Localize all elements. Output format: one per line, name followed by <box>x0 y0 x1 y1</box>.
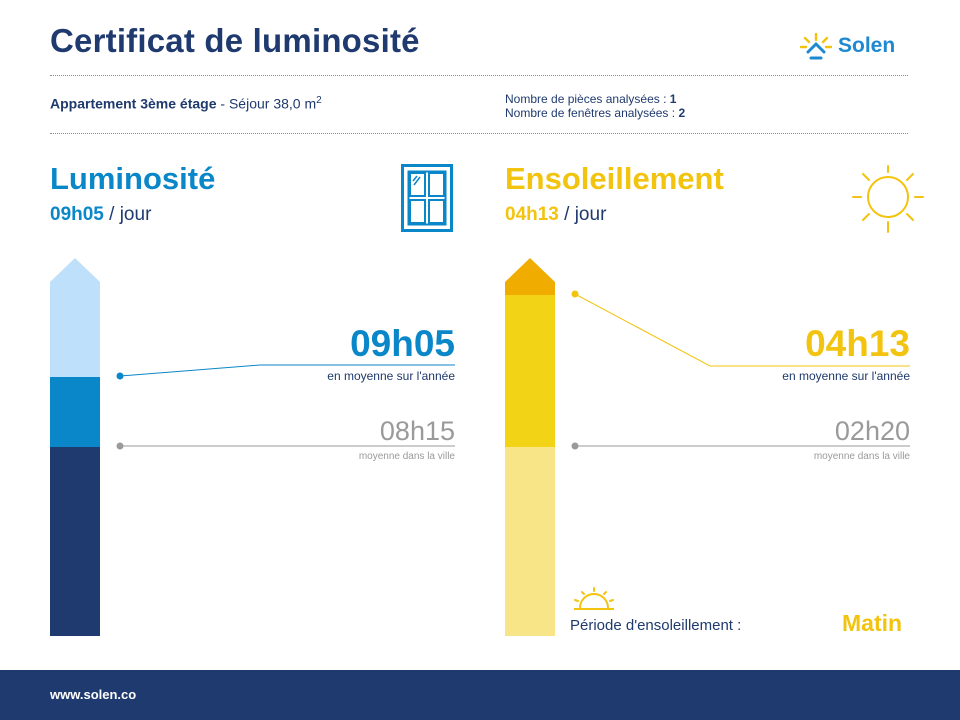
room-description: Séjour 38,0 m <box>228 95 317 112</box>
ensoleillement-average-dot <box>571 290 579 298</box>
ensoleillement-bar-base-segment <box>505 447 555 636</box>
ensoleillement-city-caption: moyenne dans la ville <box>813 451 910 462</box>
luminosite-average-caption: en moyenne sur l'année <box>327 369 455 383</box>
ensoleillement-daily: 04h13 / jour <box>505 204 606 226</box>
sun-icon <box>852 165 924 233</box>
window-icon <box>401 164 453 232</box>
luminosite-daily-value: 09h05 <box>50 204 104 225</box>
analysis-stats: Nombre de pièces analysées : 1 Nombre de… <box>505 92 685 120</box>
luminosite-city-value: 08h15 <box>379 416 455 446</box>
property-separator: - <box>216 95 229 112</box>
luminosite-bar-average-segment <box>50 377 100 447</box>
ensoleillement-bar-tip <box>505 258 555 295</box>
luminosite-city-caption: moyenne dans la ville <box>358 451 455 462</box>
ensoleillement-city-value: 02h20 <box>834 416 910 446</box>
sunrise-icon <box>574 587 614 610</box>
property-description: Appartement 3ème étage - Séjour 38,0 m2 <box>50 95 322 112</box>
luminosite-bar <box>50 258 100 636</box>
windows-count-value: 2 <box>678 106 686 120</box>
info-divider <box>50 133 908 134</box>
ensoleillement-bar <box>505 258 555 636</box>
sunshine-period-label: Période d'ensoleillement : <box>570 617 742 634</box>
ensoleillement-average-leader <box>574 293 910 367</box>
luminosite-bar-base-segment <box>50 447 100 636</box>
windows-count-row: Nombre de fenêtres analysées : 2 <box>505 106 685 120</box>
rooms-count-row: Nombre de pièces analysées : 1 <box>505 92 685 106</box>
sunshine-period-value: Matin <box>842 610 903 636</box>
luminosite-average-value: 09h05 <box>350 323 455 364</box>
luminosite-heading: Luminosité <box>50 161 216 196</box>
ensoleillement-daily-value: 04h13 <box>505 204 559 225</box>
ensoleillement-average-caption: en moyenne sur l'année <box>782 369 910 383</box>
luminosite-bar-top <box>50 258 100 377</box>
ensoleillement-city-dot <box>571 442 579 450</box>
solen-logo: Solen <box>800 32 895 60</box>
rooms-count-label: Nombre de pièces analysées : <box>505 92 670 106</box>
sun-logo-icon <box>800 32 832 60</box>
property-name: Appartement 3ème étage <box>50 95 217 112</box>
luminosite-per-day: / jour <box>103 204 152 225</box>
luminosite-leaders <box>116 364 455 450</box>
rooms-count-value: 1 <box>669 92 677 106</box>
luminosite-daily: 09h05 / jour <box>50 204 151 226</box>
ensoleillement-leaders <box>571 290 910 450</box>
page-title: Certificat de luminosité <box>50 22 420 59</box>
ensoleillement-per-day: / jour <box>558 204 607 225</box>
footer-url[interactable]: www.solen.co <box>50 687 137 702</box>
luminosite-average-leader <box>119 364 455 377</box>
luminosite-city-dot <box>116 442 124 450</box>
brand-name: Solen <box>838 34 896 57</box>
area-exponent: 2 <box>316 95 322 106</box>
ensoleillement-bar-average-segment <box>505 295 555 447</box>
luminosite-average-dot <box>116 372 124 380</box>
header-divider <box>50 75 908 76</box>
ensoleillement-average-value: 04h13 <box>805 323 910 364</box>
ensoleillement-heading: Ensoleillement <box>505 161 724 196</box>
footer-band <box>0 670 960 720</box>
windows-count-label: Nombre de fenêtres analysées : <box>505 106 679 120</box>
